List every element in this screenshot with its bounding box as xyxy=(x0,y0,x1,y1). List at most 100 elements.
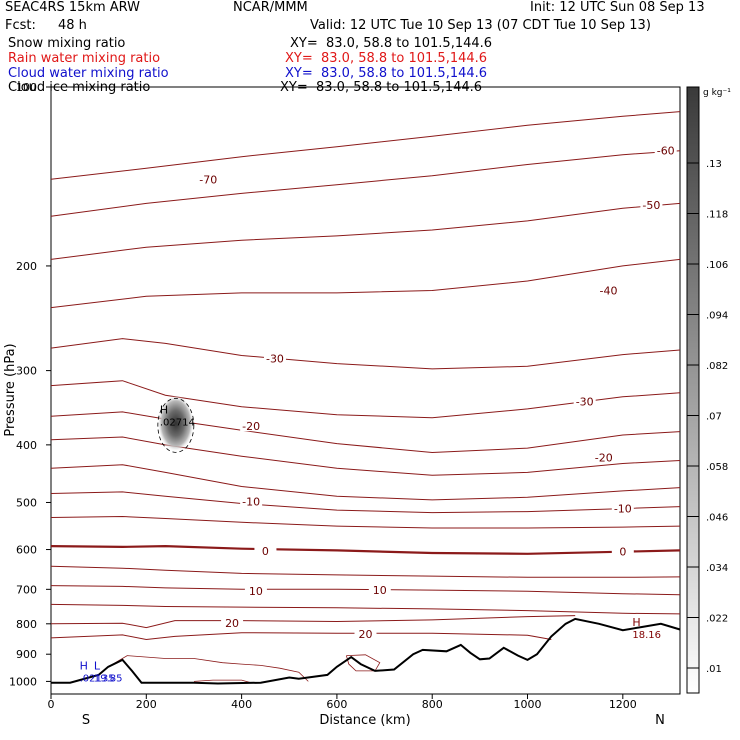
colorbar-tick-label: .01 xyxy=(706,664,722,675)
y-tick-label: 300 xyxy=(16,365,37,378)
colorbar-tick-label: .13 xyxy=(706,159,722,170)
isotherm-label-bg xyxy=(254,543,277,556)
colorbar-tick-label: .118 xyxy=(706,210,728,221)
isotherm-line xyxy=(50,202,681,260)
isotherm-label-bg xyxy=(592,450,615,463)
colorbar-tick-label: .106 xyxy=(706,260,728,271)
isotherm-line xyxy=(50,111,681,180)
y-tick-label: 200 xyxy=(16,260,37,273)
x-axis-north-label: N xyxy=(655,713,665,728)
isotherm-label: -30 xyxy=(266,352,284,365)
isotherm-label: 10 xyxy=(249,585,263,598)
isotherm-label: -50 xyxy=(642,199,660,212)
extremum-symbol: L xyxy=(94,660,101,673)
isotherm-line xyxy=(50,544,681,555)
terrain-line xyxy=(51,617,681,685)
x-tick-label: 800 xyxy=(422,698,443,711)
x-tick-label: 400 xyxy=(231,698,252,711)
isotherm-label-bg xyxy=(244,584,267,597)
model-title: SEAC4RS 15km ARW xyxy=(5,0,141,15)
isotherm-line xyxy=(50,338,681,370)
mixing-ratio-contour xyxy=(107,655,309,682)
x-tick-label: 1200 xyxy=(609,698,637,711)
colorbar-tick-label: .082 xyxy=(706,361,728,372)
isotherm-label: 20 xyxy=(225,617,239,630)
cloud-ice-contour xyxy=(157,397,195,453)
isotherm-line xyxy=(50,632,552,641)
isotherm-label-bg xyxy=(240,494,263,507)
isotherm-label: 0 xyxy=(619,546,626,559)
fcst-label: Fcst: xyxy=(5,18,36,33)
y-tick-label: 1000 xyxy=(9,675,37,688)
isotherm-line xyxy=(50,436,681,476)
isotherm-label: -40 xyxy=(600,285,618,298)
isotherm-label: 20 xyxy=(359,628,373,641)
isotherm-label-bg xyxy=(640,198,663,211)
isotherm-label-bg xyxy=(654,143,677,156)
y-axis-label: Pressure (hPa) xyxy=(3,343,18,436)
isotherm-label: 0 xyxy=(262,545,269,558)
cloud-ice-shading xyxy=(157,395,194,452)
colorbar: .13 .118 .106 .094 .082 .07 .058 .046 .034 .022 .0… xyxy=(686,86,731,694)
isotherm-line xyxy=(50,150,681,217)
colorbar-tick-label: .07 xyxy=(706,412,722,423)
isotherm-line xyxy=(50,565,681,578)
field-snow-name: Snow mixing ratio xyxy=(8,36,126,51)
y-tick-label: 400 xyxy=(16,439,37,452)
extremum-value: 19.85 xyxy=(94,674,123,685)
y-tick-label: 100 xyxy=(16,81,37,94)
field-cloudwater-xy: XY= 83.0, 58.8 to 101.5,144.6 xyxy=(285,66,488,81)
isotherm-line xyxy=(50,411,681,454)
fcst-value: 48 h xyxy=(58,18,87,33)
isotherm-label-bg xyxy=(221,616,244,629)
cloud-max-value: .02714 xyxy=(160,417,195,428)
field-rain-xy: XY= 83.0, 58.8 to 101.5,144.6 xyxy=(285,51,488,66)
mixing-ratio-contour xyxy=(193,679,252,684)
isotherm-label: -20 xyxy=(595,451,613,464)
y-tick-label: 700 xyxy=(16,583,37,596)
isotherm-label: 10 xyxy=(373,584,387,597)
colorbar-tick-label: .034 xyxy=(706,563,728,574)
x-tick-label: 1000 xyxy=(514,698,542,711)
colorbar-tick-label: .022 xyxy=(706,614,728,625)
colorbar-tick-label: .094 xyxy=(706,311,728,322)
isotherm-label-bg xyxy=(611,544,634,557)
colorbar-gradient xyxy=(686,86,700,694)
field-cloudwater-name: Cloud water mixing ratio xyxy=(8,66,169,81)
isotherm-line xyxy=(50,464,681,501)
isotherm-label-bg xyxy=(597,283,620,296)
x-tick-label: 0 xyxy=(48,698,55,711)
y-tick-label: 900 xyxy=(16,648,37,661)
isotherm-label: -70 xyxy=(199,173,217,186)
init-time: Init: 12 UTC Sun 08 Sep 13 xyxy=(530,0,705,15)
isotherm-line xyxy=(50,515,681,529)
x-tick-label: 600 xyxy=(326,698,347,711)
plot-frame xyxy=(50,86,681,695)
x-axis-south-label: S xyxy=(82,713,90,728)
isotherm-line xyxy=(50,258,681,309)
y-tick-label: 600 xyxy=(16,544,37,557)
isotherm-label: -10 xyxy=(242,495,260,508)
colorbar-unit: g kg⁻¹ xyxy=(703,88,731,98)
isotherm-label: -30 xyxy=(576,395,594,408)
extremum-value: .02135 xyxy=(80,674,115,685)
center-label: NCAR/MMM xyxy=(233,0,308,15)
field-rain-name: Rain water mixing ratio xyxy=(8,51,161,66)
y-tick-label: 800 xyxy=(16,618,37,631)
x-tick-label: 200 xyxy=(136,698,157,711)
extremum-value: 18.16 xyxy=(632,630,661,641)
cloud-max-symbol: H xyxy=(160,403,168,416)
colorbar-tick-label: .058 xyxy=(706,462,728,473)
isotherm-label: -60 xyxy=(657,145,675,158)
isotherm-label-bg xyxy=(240,419,263,432)
isotherm-label: -10 xyxy=(614,503,632,516)
extremum-symbol: H xyxy=(80,660,88,673)
isotherm-label-bg xyxy=(611,501,634,514)
isotherm-label: -20 xyxy=(242,420,260,433)
y-tick-label: 500 xyxy=(16,496,37,509)
isotherm-line xyxy=(50,585,681,596)
isotherm-line xyxy=(50,491,681,514)
isotherm-label-bg xyxy=(368,583,391,596)
